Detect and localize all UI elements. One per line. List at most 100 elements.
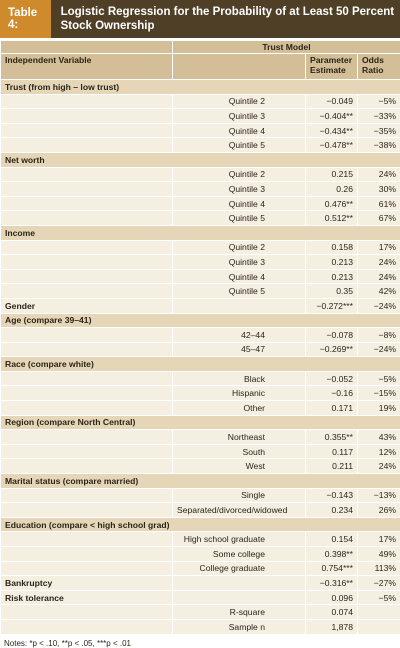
estimate: 0.074: [306, 605, 358, 620]
odds-ratio: 49%: [358, 547, 400, 562]
row-label: [1, 182, 173, 197]
data-row: Quintile 2−0.049−5%: [1, 94, 400, 109]
row-sublabel: Quintile 4: [173, 123, 306, 138]
row-sublabel: Quintile 2: [173, 167, 306, 182]
table-title: Logistic Regression for the Probability …: [51, 5, 400, 33]
results-table: Trust Model Independent Variable Paramet…: [0, 40, 400, 635]
odds-ratio: −24%: [358, 298, 400, 313]
odds-ratio: 24%: [358, 255, 400, 270]
column-header: Parameter Estimate: [306, 54, 358, 80]
odds-ratio: 19%: [358, 401, 400, 416]
estimate: 0.234: [306, 503, 358, 518]
row-label: [1, 503, 173, 518]
estimate: 0.26: [306, 182, 358, 197]
row-label: [1, 532, 173, 547]
estimate: 0.215: [306, 167, 358, 182]
row-sublabel: Quintile 5: [173, 211, 306, 226]
odds-ratio: −38%: [358, 138, 400, 153]
estimate: −0.404**: [306, 109, 358, 124]
odds-ratio: 24%: [358, 269, 400, 284]
odds-ratio: 24%: [358, 459, 400, 474]
odds-ratio: 12%: [358, 444, 400, 459]
estimate: 0.476**: [306, 196, 358, 211]
odds-ratio: −5%: [358, 94, 400, 109]
column-header: Odds Ratio: [358, 54, 400, 80]
row-label: Gender: [1, 298, 173, 313]
odds-ratio: 43%: [358, 430, 400, 445]
row-sublabel: High school graduate: [173, 532, 306, 547]
row-sublabel: 42–44: [173, 328, 306, 343]
estimate: −0.269**: [306, 342, 358, 357]
row-sublabel: R-square: [173, 605, 306, 620]
estimate: −0.272***: [306, 298, 358, 313]
odds-ratio: [358, 605, 400, 620]
row-label: [1, 386, 173, 401]
row-label: [1, 255, 173, 270]
row-sublabel: Quintile 4: [173, 196, 306, 211]
section-row: Region (compare North Central): [1, 415, 400, 430]
data-row: Gender −0.272***−24%: [1, 298, 400, 313]
section-row: Age (compare 39–41): [1, 313, 400, 328]
data-row: 42–44−0.078−8%: [1, 328, 400, 343]
odds-ratio: 17%: [358, 240, 400, 255]
odds-ratio: −35%: [358, 123, 400, 138]
row-sublabel: [173, 298, 306, 313]
odds-ratio: 26%: [358, 503, 400, 518]
row-sublabel: Quintile 5: [173, 284, 306, 299]
odds-ratio: 42%: [358, 284, 400, 299]
row-sublabel: Quintile 3: [173, 109, 306, 124]
row-sublabel: College graduate: [173, 561, 306, 576]
section-label: Trust (from high – low trust): [1, 80, 400, 95]
estimate: 0.096: [306, 590, 358, 605]
row-label: [1, 167, 173, 182]
row-label: [1, 284, 173, 299]
odds-ratio: −27%: [358, 576, 400, 591]
odds-ratio: −13%: [358, 488, 400, 503]
data-row: Quintile 3−0.404**−33%: [1, 109, 400, 124]
row-sublabel: South: [173, 444, 306, 459]
estimate: 0.213: [306, 255, 358, 270]
estimate: −0.052: [306, 371, 358, 386]
column-header-row: Independent Variable Parameter Estimate …: [1, 54, 400, 80]
data-row: Quintile 4−0.434**−35%: [1, 123, 400, 138]
row-label: [1, 619, 173, 634]
estimate: −0.143: [306, 488, 358, 503]
row-label: [1, 196, 173, 211]
estimate: 0.154: [306, 532, 358, 547]
estimate: 0.35: [306, 284, 358, 299]
estimate: −0.316**: [306, 576, 358, 591]
row-sublabel: Other: [173, 401, 306, 416]
odds-ratio: 67%: [358, 211, 400, 226]
section-label: Education (compare < high school grad): [1, 517, 400, 532]
estimate: 1,878: [306, 619, 358, 634]
row-label: [1, 430, 173, 445]
odds-ratio: 30%: [358, 182, 400, 197]
row-label: [1, 371, 173, 386]
row-sublabel: Quintile 3: [173, 255, 306, 270]
odds-ratio: 113%: [358, 561, 400, 576]
row-label: [1, 605, 173, 620]
row-sublabel: Hispanic: [173, 386, 306, 401]
row-label: [1, 94, 173, 109]
row-label: [1, 138, 173, 153]
section-label: Marital status (compare married): [1, 474, 400, 489]
section-row: Income: [1, 225, 400, 240]
group-header-row: Trust Model: [1, 41, 400, 54]
row-label: Risk tolerance: [1, 590, 173, 605]
odds-ratio: 24%: [358, 167, 400, 182]
section-label: Age (compare 39–41): [1, 313, 400, 328]
section-row: Trust (from high – low trust): [1, 80, 400, 95]
section-label: Net worth: [1, 152, 400, 167]
row-label: [1, 547, 173, 562]
estimate: 0.754***: [306, 561, 358, 576]
group-header: Trust Model: [173, 41, 400, 54]
